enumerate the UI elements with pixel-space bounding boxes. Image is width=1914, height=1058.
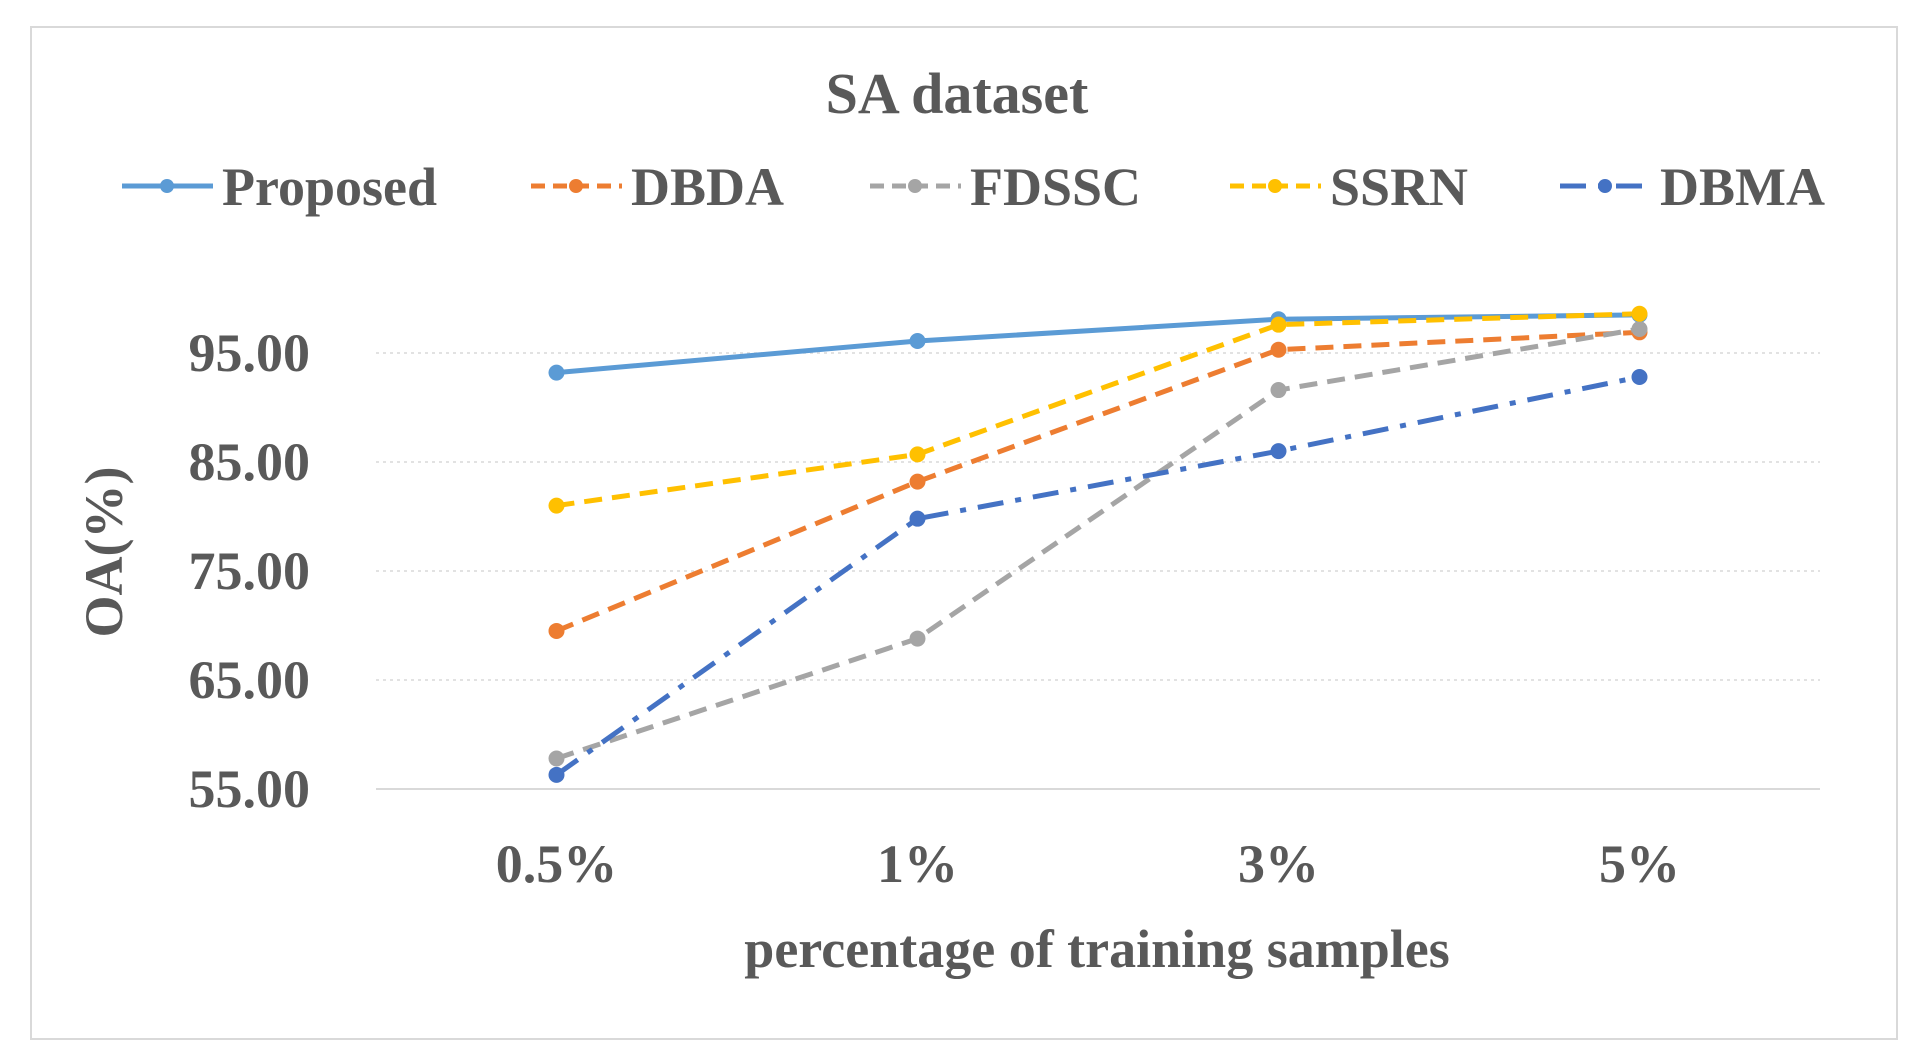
data-point-dbma xyxy=(548,766,565,783)
chart-frame xyxy=(30,26,1898,1040)
x-axis-ticks: 0.5% 1% 3% 5% xyxy=(496,834,1680,894)
data-point-ssrn xyxy=(1631,305,1648,322)
gridlines xyxy=(376,352,1820,790)
data-point-dbda xyxy=(548,622,565,639)
y-axis-ticks: 55.00 65.00 75.00 85.00 95.00 xyxy=(189,323,311,819)
data-point-proposed xyxy=(548,364,565,381)
x-tick-label: 1% xyxy=(877,834,958,894)
data-point-ssrn xyxy=(1270,316,1287,333)
legend-marker-fdssc xyxy=(908,179,922,193)
y-tick-label: 65.00 xyxy=(189,650,311,710)
legend-marker-dbda xyxy=(569,179,583,193)
legend-label-fdssc: FDSSC xyxy=(970,157,1141,217)
data-point-fdssc xyxy=(1270,382,1287,399)
legend-item-dbma: DBMA xyxy=(1560,157,1825,217)
legend-marker-ssrn xyxy=(1268,179,1282,193)
y-tick-label: 95.00 xyxy=(189,323,311,383)
legend-item-proposed: Proposed xyxy=(122,157,437,217)
data-point-proposed xyxy=(909,333,926,350)
x-tick-label: 3% xyxy=(1238,834,1319,894)
y-axis-label: OA(%) xyxy=(74,467,134,638)
series-line-ssrn xyxy=(556,311,1640,509)
legend-item-fdssc: FDSSC xyxy=(870,157,1141,217)
series-line-fdssc xyxy=(555,326,1640,761)
series-line-proposed xyxy=(556,312,1640,376)
legend-label-proposed: Proposed xyxy=(222,157,437,217)
series-line-dbda xyxy=(555,329,1640,634)
legend-marker-dbma xyxy=(1598,179,1612,193)
y-tick-label: 55.00 xyxy=(189,759,311,819)
data-point-dbma xyxy=(1631,368,1648,385)
x-tick-label: 0.5% xyxy=(496,834,618,894)
data-point-dbda xyxy=(1270,341,1287,358)
data-point-dbda xyxy=(909,473,926,490)
chart-title: SA dataset xyxy=(826,61,1089,126)
series-line-dbma xyxy=(555,374,1641,777)
data-point-fdssc xyxy=(909,630,926,647)
legend-label-dbda: DBDA xyxy=(631,157,784,217)
legend-item-dbda: DBDA xyxy=(531,157,784,217)
series-points xyxy=(548,305,1648,783)
legend-marker-proposed xyxy=(160,179,174,193)
series-lines xyxy=(555,311,1641,777)
x-axis-label: percentage of training samples xyxy=(744,919,1449,979)
data-point-fdssc xyxy=(548,750,565,767)
y-tick-label: 75.00 xyxy=(189,541,311,601)
legend-label-ssrn: SSRN xyxy=(1330,157,1468,217)
data-point-ssrn xyxy=(548,497,565,514)
legend-item-ssrn: SSRN xyxy=(1230,157,1468,217)
legend-label-dbma: DBMA xyxy=(1660,157,1825,217)
data-point-fdssc xyxy=(1631,321,1648,338)
y-tick-label: 85.00 xyxy=(189,432,311,492)
data-point-dbma xyxy=(1270,443,1287,460)
data-point-dbma xyxy=(909,510,926,527)
data-point-ssrn xyxy=(909,446,926,463)
x-tick-label: 5% xyxy=(1599,834,1680,894)
legend: Proposed DBDA FDSSC SSRN DBMA xyxy=(122,157,1825,217)
